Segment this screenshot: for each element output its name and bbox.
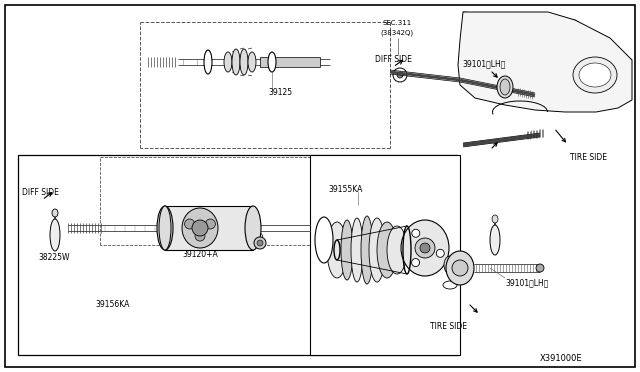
Bar [310,155,460,355]
Ellipse shape [490,225,500,255]
Ellipse shape [393,68,407,82]
Ellipse shape [420,243,430,253]
Text: 39101〈LH〉: 39101〈LH〉 [505,278,548,287]
Ellipse shape [195,231,205,241]
Ellipse shape [500,79,510,95]
Ellipse shape [412,259,420,267]
Text: TIRE SIDE: TIRE SIDE [570,153,607,162]
Ellipse shape [192,220,208,236]
Text: 38225W: 38225W [38,253,70,262]
Ellipse shape [446,251,474,285]
Text: SEC.311: SEC.311 [383,20,412,26]
Ellipse shape [492,215,498,223]
Ellipse shape [159,206,171,250]
Ellipse shape [444,256,456,274]
Ellipse shape [268,52,276,72]
Ellipse shape [443,281,457,289]
Text: 39156KA: 39156KA [95,300,129,309]
Ellipse shape [204,50,212,74]
Ellipse shape [536,264,544,272]
Ellipse shape [224,52,232,72]
Ellipse shape [257,240,263,246]
Text: TIRE SIDE: TIRE SIDE [430,322,467,331]
Bar [165,206,253,250]
Text: X391000E: X391000E [540,354,582,363]
Bar [260,57,320,67]
Text: 39125: 39125 [268,88,292,97]
Ellipse shape [452,260,468,276]
Ellipse shape [497,76,513,98]
Ellipse shape [327,222,347,278]
Bar [320,238,328,242]
Ellipse shape [579,63,611,87]
Ellipse shape [401,220,449,276]
Ellipse shape [369,218,385,282]
Text: 39120+A: 39120+A [182,250,218,259]
Ellipse shape [205,219,216,229]
Ellipse shape [232,49,240,75]
Ellipse shape [361,216,373,284]
Ellipse shape [436,249,444,257]
Text: (38342Q): (38342Q) [380,29,413,35]
Ellipse shape [240,49,248,75]
Text: DIFF SIDE: DIFF SIDE [22,188,59,197]
Ellipse shape [351,218,363,282]
Ellipse shape [245,206,261,250]
Ellipse shape [397,72,403,78]
Ellipse shape [184,219,195,229]
Ellipse shape [182,208,218,248]
Text: 39101〈LH〉: 39101〈LH〉 [462,59,506,68]
Ellipse shape [415,238,435,258]
Ellipse shape [377,222,397,278]
Text: DIFF SIDE: DIFF SIDE [375,55,412,64]
Ellipse shape [50,219,60,251]
Ellipse shape [573,57,617,93]
Ellipse shape [248,52,256,72]
Ellipse shape [157,206,173,250]
Ellipse shape [254,237,266,249]
Polygon shape [458,12,632,112]
Ellipse shape [52,209,58,217]
Ellipse shape [387,226,407,274]
Text: 39155KA: 39155KA [328,185,362,194]
Ellipse shape [412,229,420,237]
Bar [18,155,458,355]
Ellipse shape [341,220,353,280]
Ellipse shape [315,217,333,263]
